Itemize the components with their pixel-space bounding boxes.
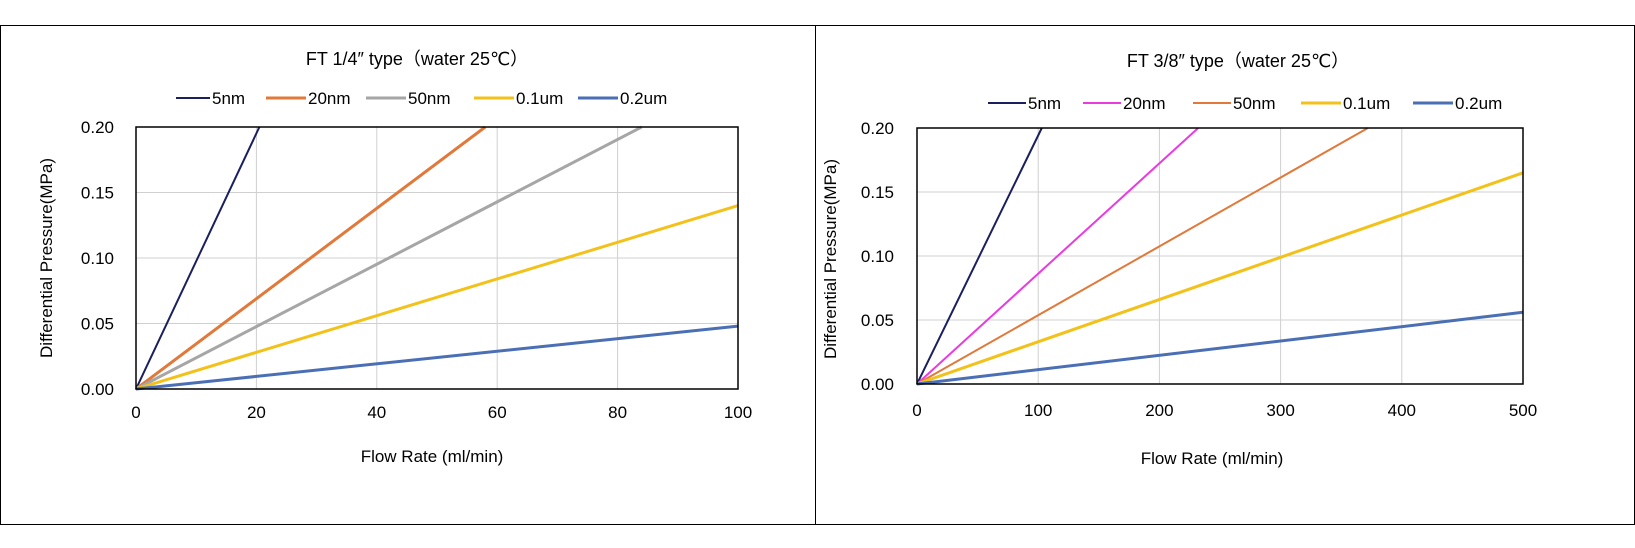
y-tick-label: 0.00 <box>81 380 114 399</box>
y-axis-label: Differential Pressure(MPa) <box>821 159 840 359</box>
y-tick-label: 0.20 <box>861 119 894 138</box>
x-tick-label: 400 <box>1388 401 1416 420</box>
series-lines <box>916 127 1524 386</box>
series-line-50nm <box>916 127 1369 385</box>
legend-label-0.2um: 0.2um <box>620 89 667 108</box>
x-tick-label: 300 <box>1266 401 1294 420</box>
chart-panel-ft-quarter-inch: FT 1/4″ type（water 25℃） 5nm 20nm 50nm 0.1um… <box>0 25 816 525</box>
y-tick-label: 0.05 <box>81 315 114 334</box>
series-lines <box>135 125 739 391</box>
y-tick-label: 0.00 <box>861 375 894 394</box>
series-line-5nm <box>135 126 261 390</box>
chart-panel-ft-three-eighths-inch: FT 3/8″ type（water 25℃） 5nm 20nm 50nm 0.1um… <box>815 25 1635 525</box>
legend: 5nm 20nm 50nm 0.1um 0.2um <box>176 89 667 108</box>
plot-area-border <box>135 126 739 390</box>
x-tick-label: 100 <box>724 403 752 422</box>
legend-label-50nm: 50nm <box>1233 94 1276 113</box>
chart-title: FT 3/8″ type（water 25℃） <box>1127 51 1349 71</box>
y-tick-label: 0.10 <box>861 247 894 266</box>
series-line-5nm <box>916 127 1043 385</box>
x-tick-label: 80 <box>608 403 627 422</box>
x-tick-label: 0 <box>912 401 921 420</box>
y-tick-label: 0.15 <box>861 183 894 202</box>
x-tick-label: 60 <box>488 403 507 422</box>
gridlines <box>916 127 1524 385</box>
y-axis-label: Differential Pressure(MPa) <box>37 158 56 358</box>
legend-label-0.1um: 0.1um <box>1343 94 1390 113</box>
series-line-20nm <box>916 127 1199 385</box>
y-tick-labels: 0.00 0.05 0.10 0.15 0.20 <box>81 118 114 399</box>
series-line-50nm <box>135 125 643 391</box>
legend-label-20nm: 20nm <box>308 89 351 108</box>
y-tick-label: 0.15 <box>81 184 114 203</box>
legend-label-0.1um: 0.1um <box>516 89 563 108</box>
x-tick-label: 0 <box>131 403 140 422</box>
y-tick-label: 0.05 <box>861 311 894 330</box>
legend-label-50nm: 50nm <box>408 89 451 108</box>
legend: 5nm 20nm 50nm 0.1um 0.2um <box>988 94 1502 113</box>
x-tick-labels: 0 20 40 60 80 100 <box>131 403 752 422</box>
chart-ft-quarter-inch: FT 1/4″ type（water 25℃） 5nm 20nm 50nm 0.1um… <box>37 49 752 466</box>
chart-ft-three-eighths-inch: FT 3/8″ type（water 25℃） 5nm 20nm 50nm 0.1um… <box>821 51 1537 468</box>
x-tick-label: 40 <box>367 403 386 422</box>
y-tick-label: 0.20 <box>81 118 114 137</box>
series-line-0.2um <box>135 324 739 391</box>
y-tick-labels: 0.00 0.05 0.10 0.15 0.20 <box>861 119 894 394</box>
x-tick-label: 500 <box>1509 401 1537 420</box>
series-line-0.2um <box>916 310 1524 386</box>
x-tick-label: 100 <box>1024 401 1052 420</box>
legend-label-5nm: 5nm <box>212 89 245 108</box>
plot-area-border <box>916 127 1524 385</box>
series-line-0.1um <box>135 204 739 391</box>
y-tick-label: 0.10 <box>81 249 114 268</box>
gridlines <box>135 126 739 390</box>
x-tick-label: 200 <box>1145 401 1173 420</box>
x-tick-labels: 0 100 200 300 400 500 <box>912 401 1537 420</box>
x-tick-label: 20 <box>247 403 266 422</box>
x-axis-label: Flow Rate (ml/min) <box>361 447 504 466</box>
series-line-20nm <box>135 125 487 391</box>
x-axis-label: Flow Rate (ml/min) <box>1141 449 1284 468</box>
series-line-0.1um <box>916 171 1524 386</box>
legend-label-20nm: 20nm <box>1123 94 1166 113</box>
legend-label-5nm: 5nm <box>1028 94 1061 113</box>
chart-title: FT 1/4″ type（water 25℃） <box>306 49 528 69</box>
legend-label-0.2um: 0.2um <box>1455 94 1502 113</box>
